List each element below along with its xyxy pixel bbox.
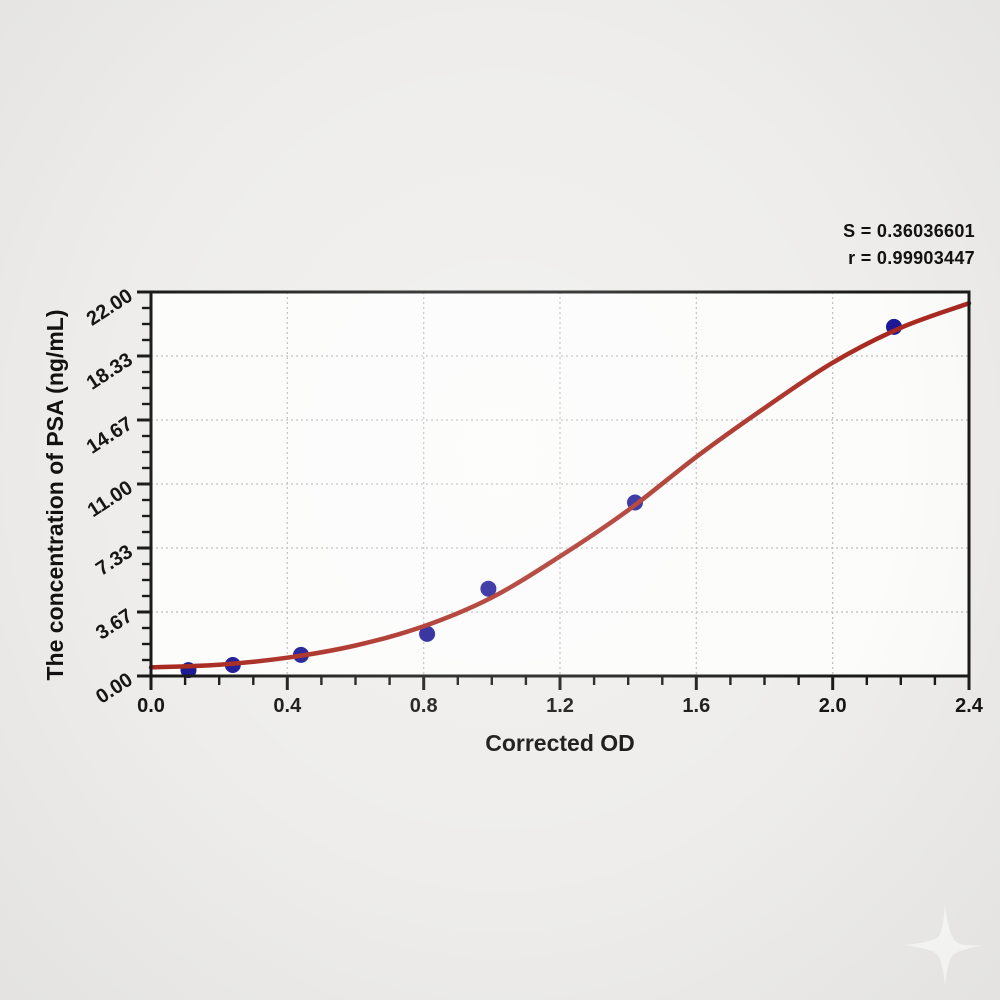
x-tick-label: 2.4	[955, 695, 984, 717]
x-tick-label: 1.2	[546, 695, 574, 717]
y-tick-label: 18.33	[83, 349, 137, 395]
standard-data-point	[419, 625, 436, 642]
fit-statistic-s: S = 0.36036601	[843, 221, 975, 241]
y-tick-label: 22.00	[83, 285, 137, 331]
x-tick-label: 0.4	[273, 695, 302, 717]
fitted-curve	[148, 301, 972, 670]
standard-data-point	[480, 580, 497, 597]
x-tick-label: 1.6	[682, 695, 710, 717]
y-tick-label: 7.33	[92, 541, 137, 581]
y-axis-title: The concentration of PSA (ng/mL)	[42, 309, 68, 681]
fit-statistics: S = 0.36036601 r = 0.99903447	[843, 218, 975, 272]
y-tick-label: 3.67	[92, 605, 137, 645]
y-tick-label: 11.00	[84, 477, 137, 522]
y-tick-label: 0.00	[92, 669, 137, 709]
x-tick-label: 0.0	[137, 695, 165, 717]
fit-statistic-r: r = 0.99903447	[848, 248, 975, 268]
x-tick-label: 2.0	[819, 695, 847, 717]
x-tick-label: 0.8	[410, 695, 438, 717]
plot-frame	[149, 290, 971, 678]
y-tick-label: 14.67	[83, 413, 137, 459]
sparkle-watermark-icon	[905, 905, 985, 985]
x-axis-title: Corrected OD	[485, 730, 635, 756]
